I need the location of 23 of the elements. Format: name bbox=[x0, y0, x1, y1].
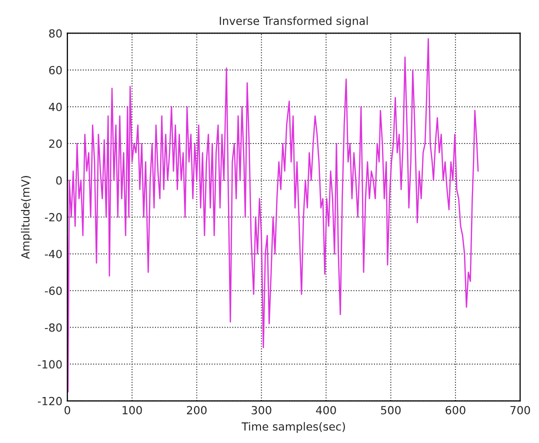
y-tick-label: 40 bbox=[48, 102, 62, 112]
x-axis-title: Time samples(sec) bbox=[242, 422, 345, 433]
x-tick-label: 200 bbox=[186, 406, 207, 414]
y-tick-label: -20 bbox=[44, 213, 62, 222]
x-tick-label: 700 bbox=[510, 406, 530, 414]
y-tick-label: -60 bbox=[44, 286, 62, 295]
y-tick-label: 80 bbox=[49, 29, 62, 38]
y-tick-label: 0 bbox=[56, 176, 62, 185]
y-tick-label: 60 bbox=[49, 66, 62, 74]
x-tick-label: 100 bbox=[122, 406, 142, 414]
y-tick-label: 20 bbox=[49, 140, 62, 148]
y-axis-title: Amplitude(mV) bbox=[20, 176, 32, 259]
x-tick-label: 500 bbox=[381, 406, 401, 414]
y-tick-label: -100 bbox=[38, 360, 62, 369]
x-tick-label: 300 bbox=[252, 406, 272, 414]
chart-title: Inverse Transformed signal bbox=[220, 16, 368, 28]
y-tick-label: -120 bbox=[38, 396, 62, 406]
x-tick-label: 600 bbox=[446, 406, 466, 414]
x-tick-label: 400 bbox=[316, 406, 336, 414]
line-series bbox=[67, 38, 479, 392]
x-tick-label: 0 bbox=[64, 406, 70, 414]
y-tick-label: -40 bbox=[44, 250, 62, 258]
y-tick-label: -80 bbox=[44, 323, 62, 332]
